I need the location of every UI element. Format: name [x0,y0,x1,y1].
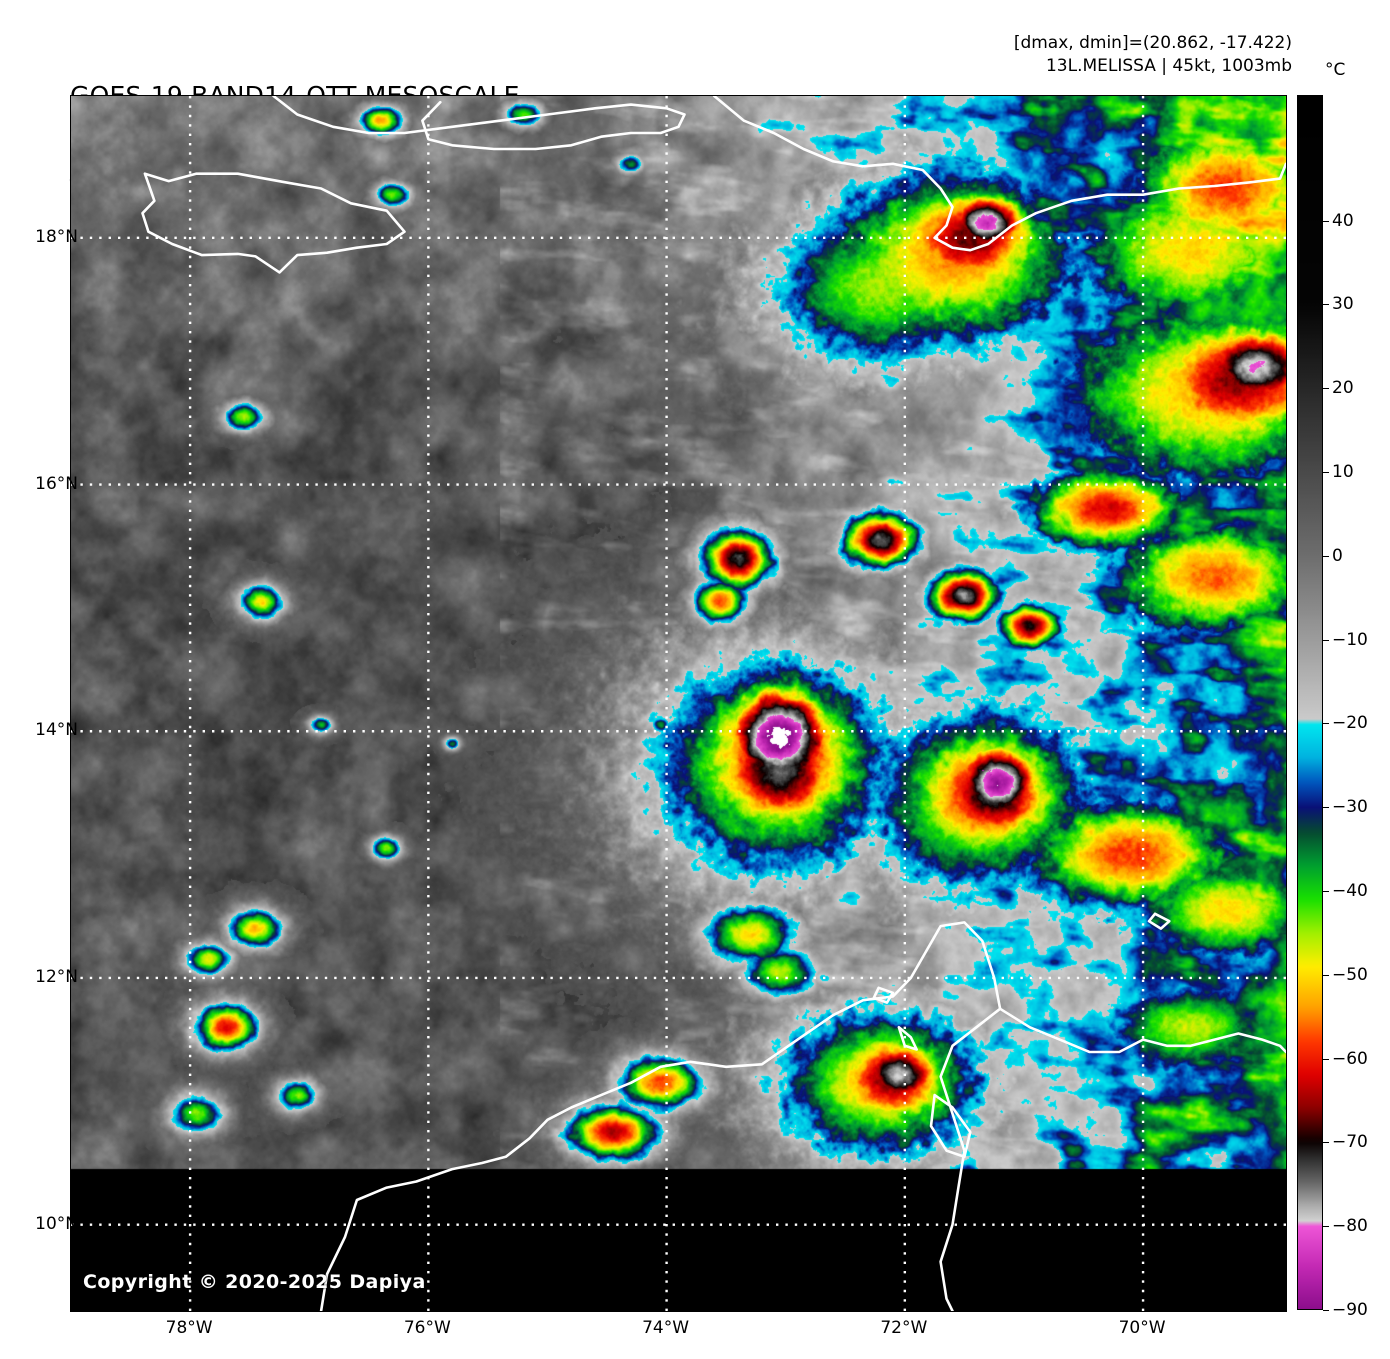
xtick-label: 74°W [642,1318,690,1338]
ytick-label: 10°N [35,1213,78,1234]
colorbar-unit-label: °C [1325,60,1346,80]
latlon-gridlines [71,96,1286,1311]
coastline-cuba-south-coast [272,96,686,151]
colorbar-tick-mark [1323,220,1329,222]
dmax-dmin-label: [dmax, dmin]=(20.862, -17.422) [1013,33,1292,53]
colorbar-tick-label: −20 [1332,713,1368,734]
colorbar-tick-mark [1323,807,1329,809]
storm-info-label: 13L.MELISSA | 45kt, 1003mb [1045,56,1292,76]
colorbar [1297,95,1323,1310]
xtick-label: 72°W [880,1318,928,1338]
coastline-island-1 [897,1026,918,1051]
colorbar-tick-label: −50 [1332,964,1368,985]
colorbar-tick-label: 40 [1332,210,1354,231]
coastline-venezuela-north-coast [998,1007,1286,1054]
colorbar-tick-mark [1323,304,1329,306]
colorbar-tick-mark [1323,723,1329,725]
coastline-jamaica [141,172,406,274]
colorbar-tick-label: −30 [1332,797,1368,818]
colorbar-tick-label: −70 [1332,1132,1368,1153]
colorbar-tick-mark [1323,388,1329,390]
colorbar-tick-label: 10 [1332,462,1354,483]
metadata-block: [dmax, dmin]=(20.862, -17.422) 13L.MELIS… [1014,32,1292,78]
xtick-label: 78°W [165,1318,213,1338]
ytick-label: 14°N [35,720,78,741]
colorbar-tick-label: −10 [1332,629,1368,650]
xtick-label: 76°W [403,1318,451,1338]
colorbar-tick-mark [1323,1142,1329,1144]
xtick-label: 70°W [1118,1318,1166,1338]
coastline-island-0 [929,1093,972,1159]
colorbar-tick-label: 0 [1332,545,1343,566]
colorbar-tick-mark [1323,472,1329,474]
ytick-label: 12°N [35,966,78,987]
colorbar-tick-mark [1323,555,1329,557]
coastline-hispaniola [712,96,1286,252]
colorbar-tick-label: 20 [1332,378,1354,399]
colorbar-tick-label: −90 [1332,1300,1368,1320]
colorbar-tick-label: 30 [1332,294,1354,315]
colorbar-tick-mark [1323,974,1329,976]
colorbar-tick-label: −80 [1332,1216,1368,1237]
satellite-image-plot[interactable]: Copyright © 2020-2025 Dapiya [70,95,1287,1312]
colorbar-tick-label: −60 [1332,1048,1368,1069]
colorbar-tick-mark [1323,1310,1329,1311]
copyright-label: Copyright © 2020-2025 Dapiya [83,1271,426,1293]
ytick-label: 16°N [35,473,78,494]
coastline-overlay [141,96,1286,1311]
colorbar-gradient [1298,96,1322,1309]
colorbar-tick-label: −40 [1332,881,1368,902]
colorbar-tick-mark [1323,1058,1329,1060]
colorbar-tick-mark [1323,639,1329,641]
coastline-island-3 [872,986,895,1004]
coastline-island-2 [1147,912,1171,930]
colorbar-tick-mark [1323,891,1329,893]
satellite-brightness-temperature-raster [71,96,1286,1311]
ytick-label: 18°N [35,226,78,247]
colorbar-tick-mark [1323,1226,1329,1228]
